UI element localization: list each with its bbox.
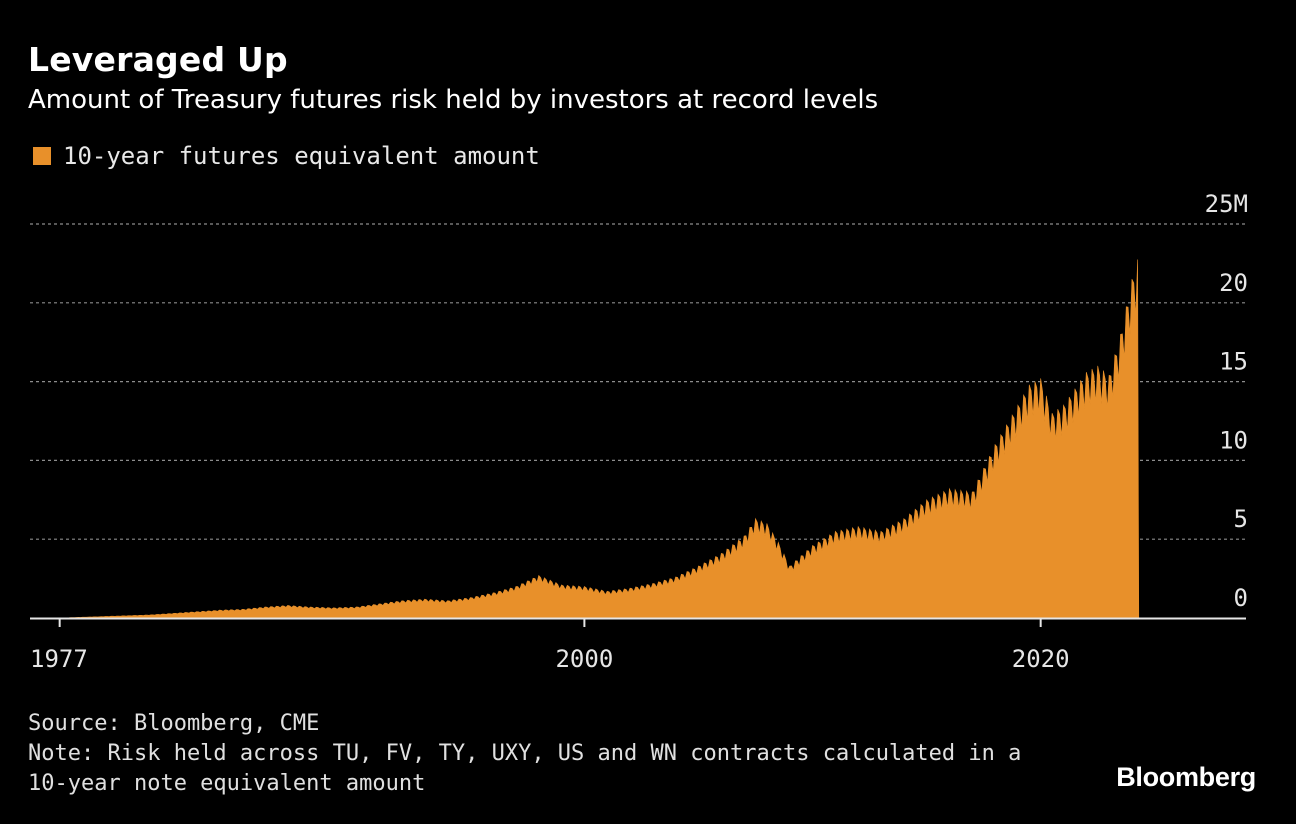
y-tick-label: 5 — [1234, 505, 1248, 533]
series-area — [59, 259, 1140, 619]
y-tick-label: 0 — [1234, 584, 1248, 612]
grid-lines — [30, 223, 1246, 540]
chart-title: Leveraged Up — [28, 40, 288, 79]
y-tick-label: 10 — [1219, 426, 1248, 454]
x-tick-label: 1977 — [30, 645, 88, 673]
source-text: Source: Bloomberg, CME — [28, 711, 320, 736]
chart-subtitle: Amount of Treasury futures risk held by … — [28, 85, 879, 115]
note-text: Note: Risk held across TU, FV, TY, UXY, … — [28, 741, 1022, 796]
x-tick-label: 2020 — [1012, 645, 1070, 673]
y-tick-label: 15 — [1219, 348, 1248, 376]
axes: 0 5 10 15 20 25M 1977 2000 2020 — [30, 190, 1248, 673]
bloomberg-logo: Bloomberg — [1116, 762, 1256, 792]
y-tick-label: 20 — [1219, 269, 1248, 297]
legend-label: 10-year futures equivalent amount — [63, 142, 540, 170]
legend: 10-year futures equivalent amount — [33, 142, 540, 170]
x-tick-label: 2000 — [555, 645, 613, 673]
legend-swatch — [33, 147, 51, 165]
y-tick-label: 25M — [1205, 190, 1248, 218]
footer: Source: Bloomberg, CME Note: Risk held a… — [28, 709, 1028, 799]
series-area-path — [59, 259, 1140, 619]
